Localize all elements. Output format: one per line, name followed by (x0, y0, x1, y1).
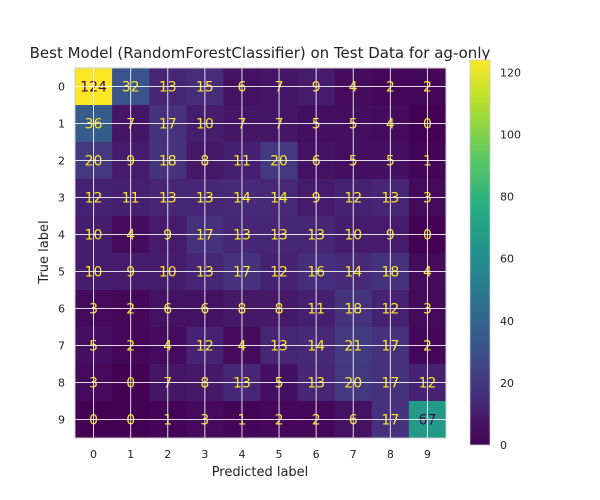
gridlines (74, 67, 447, 439)
x-tick-label: 2 (164, 448, 171, 461)
y-tick-label: 5 (58, 266, 65, 279)
y-tick-label: 2 (58, 155, 65, 168)
y-tick-label: 9 (58, 414, 65, 427)
x-tick-label: 1 (127, 448, 134, 461)
colorbar-tick-label: 80 (500, 191, 514, 204)
y-tick-label: 0 (58, 81, 65, 94)
y-axis-label: True label (37, 220, 52, 284)
x-tick-label: 9 (424, 448, 431, 461)
colorbar-ticks: 0 20 40 60 80 100 120 (500, 66, 521, 452)
colorbar-tick-label: 40 (500, 315, 514, 328)
y-tick-label: 4 (58, 229, 65, 242)
x-tick-label: 8 (387, 448, 394, 461)
colorbar-tick-label: 0 (500, 439, 507, 452)
y-tick-label: 6 (58, 303, 65, 316)
colorbar-tick-label: 100 (500, 129, 521, 142)
x-tick-label: 7 (350, 448, 357, 461)
y-tick-label: 7 (58, 340, 65, 353)
x-axis-ticks: 0 1 2 3 4 5 6 7 8 9 (90, 448, 431, 461)
y-tick-label: 3 (58, 192, 65, 205)
colorbar: 0 20 40 60 80 100 120 (469, 59, 521, 452)
y-tick-label: 1 (58, 118, 65, 131)
colorbar-tick-label: 20 (500, 377, 514, 390)
x-tick-label: 5 (276, 448, 283, 461)
chart-title: Best Model (RandomForestClassifier) on T… (30, 44, 491, 62)
plot-frame (74, 67, 447, 439)
x-tick-label: 4 (238, 448, 245, 461)
y-axis-ticks: 0 1 2 3 4 5 6 7 8 9 (58, 81, 65, 427)
x-tick-label: 6 (313, 448, 320, 461)
x-axis-label: Predicted label (212, 465, 309, 480)
colorbar-tick-label: 60 (500, 253, 514, 266)
x-tick-label: 3 (201, 448, 208, 461)
colorbar-gradient (469, 59, 491, 446)
x-tick-label: 0 (90, 448, 97, 461)
y-tick-label: 8 (58, 377, 65, 390)
colorbar-tick-label: 120 (500, 66, 521, 79)
